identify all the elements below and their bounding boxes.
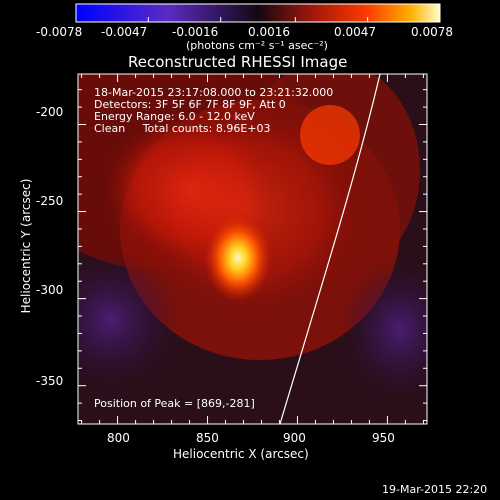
time-range: 18-Mar-2015 23:17:08.000 to 23:21:32.000: [94, 86, 334, 99]
x-tick-label: 850: [196, 431, 219, 445]
colorbar-tick-label: 0.0078: [411, 25, 453, 39]
colorbar-tick-label: -0.0078: [36, 25, 83, 39]
colorbar-ticks: [75, 17, 441, 22]
clean-counts: Clean Total counts: 8.96E+03: [94, 122, 271, 135]
y-tick-label: -350: [36, 374, 64, 388]
colorbar-tick-label: 0.0047: [334, 25, 376, 39]
energy-range: Energy Range: 6.0 - 12.0 keV: [94, 110, 255, 123]
colorbar-tick-label: 0.0016: [248, 25, 290, 39]
solar-limb-curve: [279, 74, 381, 424]
x-tick-label: 900: [283, 431, 306, 445]
y-tick-label: -250: [36, 194, 64, 208]
colorbar: [75, 3, 441, 23]
colorbar-tick-label: -0.0047: [101, 25, 148, 39]
timestamp: 19-Mar-2015 22:20: [382, 483, 488, 496]
colorbar-tick-label: -0.0016: [172, 25, 219, 39]
colorbar-units: (photons cm⁻² s⁻¹ asec⁻²): [186, 39, 328, 52]
x-tick-label: 800: [107, 431, 130, 445]
peak-position: Position of Peak = [869,-281]: [94, 397, 255, 410]
y-tick-label: -200: [36, 105, 64, 119]
x-tick-label: 950: [372, 431, 395, 445]
detectors: Detectors: 3F 5F 6F 7F 8F 9F, Att 0: [94, 98, 286, 111]
solar-image: [78, 74, 427, 424]
figure-title: Reconstructed RHESSI Image: [128, 53, 348, 71]
y-axis-label: Heliocentric Y (arcsec): [19, 178, 33, 314]
y-tick-label: -300: [36, 283, 64, 297]
plot-frame: [77, 73, 428, 425]
axis-ticks: [78, 74, 427, 424]
x-axis-label: Heliocentric X (arcsec): [173, 447, 309, 461]
